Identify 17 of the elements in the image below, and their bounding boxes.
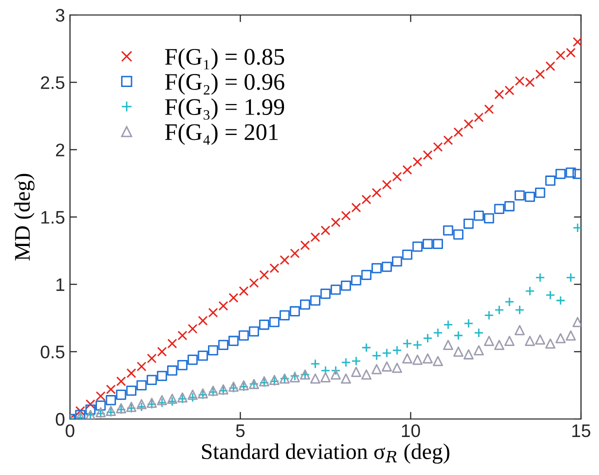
y-tick-label: 3 [56,8,64,22]
y-tick-label: 2 [56,144,64,156]
x-axis-title: Standard deviation σ$_{R}$ (deg) [202,443,450,464]
y-tick-label: 0.5 [40,346,64,358]
y-axis-title: MD (deg) [14,174,34,260]
x-tick-label: 15 [572,424,590,438]
x-tick-label: 5 [236,424,245,438]
legend-label: F(G₃) = 1.99 [165,98,284,120]
legend-label: F(G₂) = 0.96 [165,73,284,95]
legend-label: F(G₁) = 0.85 [165,48,284,70]
y-tick-label: 0 [56,412,64,426]
y-tick-label: 1.5 [41,211,64,224]
legend-label: F(G₄) = 201 [165,123,278,145]
y-tick-label: 1 [56,278,64,291]
x-tick-label: 0 [66,424,74,438]
x-tick-label: 10 [402,424,420,438]
y-tick-label: 2.5 [40,76,64,90]
